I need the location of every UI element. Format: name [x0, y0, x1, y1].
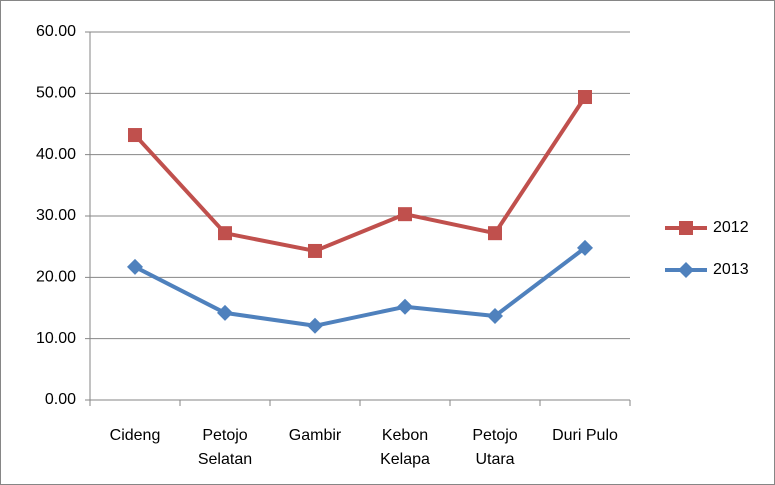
- x-tick-label: Gambir: [288, 427, 342, 444]
- series-line: [134, 246, 587, 328]
- data-point: [218, 226, 232, 241]
- legend-label: 2013: [713, 261, 749, 278]
- legend-marker: [679, 221, 693, 235]
- x-tick-label: Petojo Utara: [472, 427, 518, 468]
- y-tick-label: 10.00: [36, 330, 76, 347]
- data-point: [487, 307, 503, 324]
- data-point: [127, 258, 143, 275]
- y-tick-label: 40.00: [36, 146, 76, 163]
- x-tick-label: Cideng: [109, 427, 161, 444]
- data-point: [397, 298, 413, 315]
- y-tick-label: 60.00: [36, 23, 76, 40]
- data-point: [398, 207, 412, 222]
- data-point: [128, 128, 142, 143]
- data-point: [577, 239, 593, 256]
- data-point: [308, 243, 322, 258]
- legend-label: 2012: [713, 219, 749, 236]
- data-point: [578, 90, 592, 105]
- y-tick-label: 30.00: [36, 207, 76, 224]
- data-point: [488, 226, 502, 241]
- y-tick-label: 0.00: [45, 391, 76, 408]
- data-point: [217, 304, 233, 321]
- x-tick-label: Duri Pulo: [552, 427, 618, 444]
- data-point: [307, 317, 323, 334]
- y-tick-label: 50.00: [36, 85, 76, 102]
- series-line: [133, 95, 587, 253]
- x-tick-label: Kebon Kelapa: [380, 427, 430, 468]
- legend-marker: [678, 262, 694, 278]
- y-tick-label: 20.00: [36, 269, 76, 286]
- x-tick-label: Petojo Selatan: [197, 427, 253, 468]
